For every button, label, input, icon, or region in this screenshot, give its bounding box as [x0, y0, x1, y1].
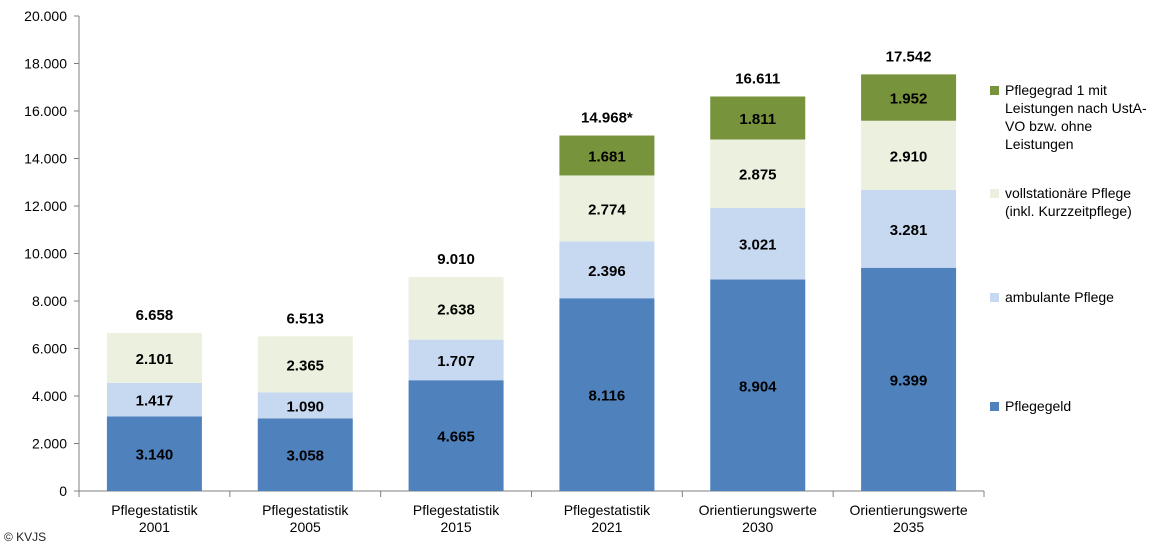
total-label: 16.611: [735, 70, 780, 87]
data-label: 9.399: [890, 372, 928, 389]
y-tick-label: 12.000: [24, 198, 67, 214]
data-label: 2.365: [286, 357, 324, 374]
x-tick-label: Pflegestatistik: [413, 502, 500, 518]
data-label: 1.090: [286, 398, 324, 415]
y-tick-label: 16.000: [24, 103, 67, 119]
bar-segment: [710, 279, 806, 491]
total-label: 6.513: [286, 310, 324, 327]
data-label: 1.952: [890, 91, 928, 108]
bar-segment: [559, 241, 655, 299]
bar-segment: [861, 74, 957, 121]
legend-label: VO bzw. ohne: [1005, 118, 1092, 134]
legend-swatch: [990, 293, 999, 302]
bar-segment: [861, 267, 957, 491]
bar-segment: [257, 336, 353, 393]
bar-segment: [106, 332, 202, 383]
x-tick-label: Orientierungswerte: [849, 502, 967, 518]
y-tick-label: 2.000: [32, 436, 67, 452]
data-label: 3.058: [286, 448, 324, 465]
x-tick-label: 2005: [290, 519, 321, 535]
bar-segment: [861, 120, 957, 190]
bar-segment: [559, 298, 655, 491]
legend-label: Pflegegrad 1 mit: [1005, 82, 1107, 98]
data-label: 3.140: [136, 447, 174, 464]
x-tick-label: Pflegestatistik: [262, 502, 349, 518]
y-tick-label: 8.000: [32, 293, 67, 309]
data-label: 8.904: [739, 378, 777, 395]
legend-label: vollstationäre Pflege: [1005, 185, 1131, 201]
x-tick-label: Orientierungswerte: [699, 502, 817, 518]
legend-swatch: [990, 402, 999, 411]
legend-label: ambulante Pflege: [1005, 289, 1114, 305]
y-tick-label: 14.000: [24, 151, 67, 167]
bar-segment: [861, 189, 957, 268]
bar-segment: [710, 139, 806, 208]
copyright-text: © KVJS: [4, 530, 47, 544]
data-label: 2.774: [588, 201, 626, 218]
total-label: 17.542: [886, 48, 932, 65]
data-label: 1.417: [136, 393, 174, 410]
bar-segment: [257, 392, 353, 419]
data-label: 1.811: [739, 111, 776, 128]
legend-label: Pflegegeld: [1005, 398, 1071, 414]
bar-segment: [559, 175, 655, 242]
data-label: 2.875: [739, 167, 777, 184]
x-tick-label: 2021: [591, 519, 622, 535]
bar-segment: [408, 339, 504, 381]
data-label: 8.116: [589, 388, 626, 405]
y-tick-label: 18.000: [24, 56, 67, 72]
data-label: 2.396: [588, 263, 626, 280]
total-label: 6.658: [136, 307, 174, 324]
x-tick-label: 2030: [742, 519, 773, 535]
data-label: 3.021: [739, 237, 777, 254]
legend-swatch: [990, 86, 999, 95]
x-tick-label: 2035: [893, 519, 924, 535]
bar-segment: [106, 382, 202, 417]
y-tick-label: 20.000: [24, 8, 67, 24]
x-tick-label: 2001: [139, 519, 170, 535]
bar-segment: [408, 380, 504, 491]
y-tick-label: 6.000: [32, 341, 67, 357]
legend-label: (inkl. Kurzzeitpflege): [1005, 203, 1132, 219]
legend-swatch: [990, 189, 999, 198]
bar-segment: [559, 135, 655, 176]
data-label: 1.707: [437, 353, 475, 370]
data-label: 3.281: [890, 222, 928, 239]
total-label: 14.968*: [581, 110, 633, 127]
bar-segment: [408, 277, 504, 340]
bar-segment: [710, 207, 806, 280]
x-tick-label: 2015: [441, 519, 472, 535]
legend-label: Leistungen: [1005, 136, 1074, 152]
bar-segment: [257, 418, 353, 491]
data-label: 4.665: [437, 429, 475, 446]
data-label: 2.101: [136, 351, 174, 368]
x-tick-label: Pflegestatistik: [564, 502, 651, 518]
bar-segment: [106, 416, 202, 491]
y-tick-label: 10.000: [24, 246, 67, 262]
total-label: 9.010: [437, 251, 475, 268]
y-tick-label: 0: [59, 483, 67, 499]
bar-segment: [710, 96, 806, 140]
data-label: 2.638: [437, 301, 475, 318]
legend-label: Leistungen nach UstA-: [1005, 100, 1147, 116]
data-label: 2.910: [890, 148, 928, 165]
x-tick-label: Pflegestatistik: [111, 502, 198, 518]
data-label: 1.681: [588, 148, 626, 165]
y-tick-label: 4.000: [32, 388, 67, 404]
